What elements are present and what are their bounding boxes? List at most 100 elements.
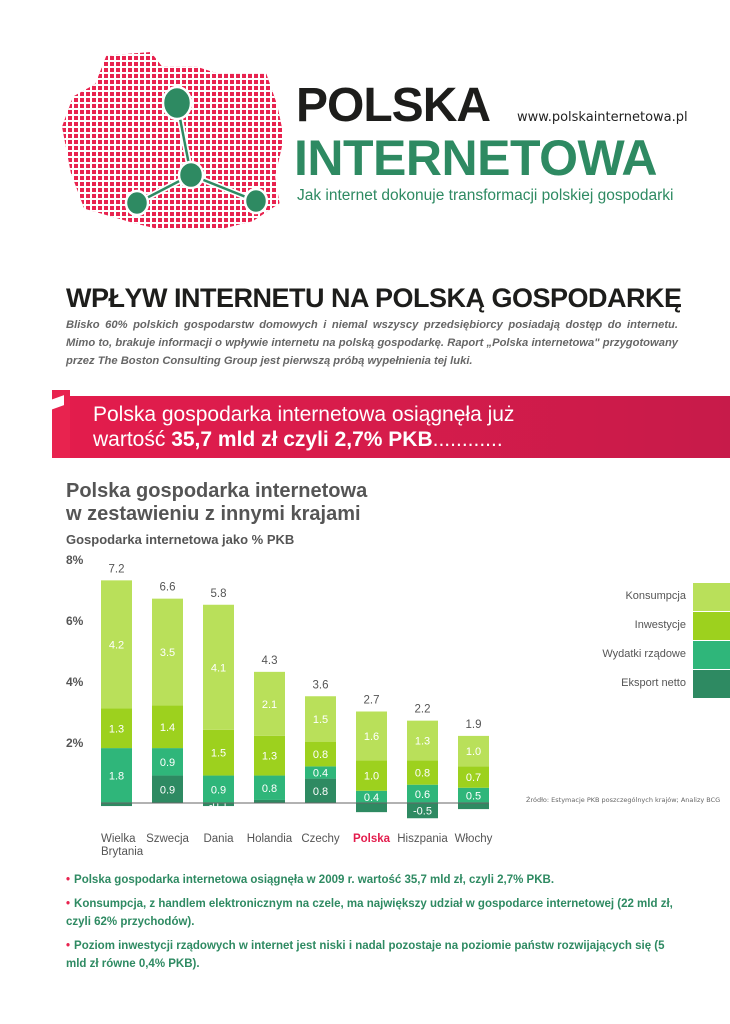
data-label: 1.5 <box>313 714 328 726</box>
banner-line-2: wartość 35,7 mld zł czyli 2,7% PKB......… <box>93 427 514 452</box>
y-tick-label: 8% <box>66 553 84 567</box>
data-label: 2.1 <box>262 699 277 711</box>
data-label: 0.8 <box>415 768 430 780</box>
data-label: 3.5 <box>160 647 175 659</box>
bar-segment-inwestycje <box>101 708 132 749</box>
data-label: 0.9 <box>211 784 226 796</box>
bar-segment-inwestycje <box>305 742 336 767</box>
bullet-item: • Poziom inwestycji rządowych w internet … <box>66 937 686 973</box>
data-label: 0.4 <box>364 792 379 804</box>
logo-title-polska: POLSKA <box>296 79 491 132</box>
bar-segment-wydatki-rządowe <box>305 766 336 779</box>
y-tick-label: 2% <box>66 736 84 750</box>
bar-segment-wydatki-rządowe <box>152 748 183 776</box>
logo-title-internetowa: INTERNETOWA <box>294 130 658 186</box>
x-tick-label: Brytania <box>101 846 144 858</box>
data-label: 0.8 <box>313 786 328 798</box>
bar-segment-inwestycje <box>254 735 285 776</box>
bullet-text: Konsumpcja, z handlem elektronicznym na … <box>66 898 673 928</box>
bullet-item: • Polska gospodarka internetowa osiągnęła… <box>66 871 686 889</box>
highlight-banner <box>64 396 730 458</box>
data-label: 1.0 <box>364 771 379 783</box>
bar-segment-eksport-netto <box>203 803 234 807</box>
x-tick-label: Szwecja <box>146 833 189 845</box>
bar-segment-konsumpcja <box>203 604 234 730</box>
legend-label: Konsumpcja <box>625 590 686 602</box>
data-label: 1.3 <box>262 751 277 763</box>
total-label: 2.2 <box>415 704 431 716</box>
bar-segment-eksport-netto <box>101 803 132 807</box>
bullet-dot-icon: • <box>66 874 71 886</box>
x-tick-label: Wielka <box>101 833 136 845</box>
data-label: 1.4 <box>160 722 175 734</box>
data-label: 1.0 <box>466 746 481 758</box>
banner-line-2-dots: ............ <box>432 428 503 451</box>
total-label: 1.9 <box>466 719 482 731</box>
x-tick-label: Polska <box>353 833 391 845</box>
bar-segment-eksport-netto <box>152 775 183 803</box>
data-label: 1.8 <box>109 771 124 783</box>
website-url[interactable]: www.polskainternetowa.pl <box>517 110 688 125</box>
data-label: 4.1 <box>211 662 226 674</box>
legend-swatch <box>693 583 730 611</box>
banner-line-2-bold: 35,7 mld zł czyli 2,7% PKB <box>171 428 433 451</box>
total-label: 3.6 <box>313 679 329 691</box>
bar-segment-inwestycje <box>152 705 183 749</box>
data-label: 0.4 <box>313 768 328 780</box>
data-label: 0.7 <box>466 772 481 784</box>
y-tick-label: 4% <box>66 675 84 689</box>
data-label: 0.5 <box>466 790 481 802</box>
total-label: 2.7 <box>364 695 380 707</box>
bar-segment-eksport-netto <box>254 799 285 803</box>
data-label: 4.2 <box>109 639 124 651</box>
total-label: 4.3 <box>262 655 278 667</box>
intro-paragraph: Blisko 60% polskich gospodarstw domowych… <box>66 319 678 367</box>
bar-segment-konsumpcja <box>407 720 438 761</box>
bar-segment-konsumpcja <box>254 671 285 736</box>
total-label: 6.6 <box>160 582 176 594</box>
x-tick-label: Czechy <box>301 833 340 845</box>
data-label: 1.6 <box>364 731 379 743</box>
chart-title-line-2: w zestawieniu z innymi krajami <box>66 503 361 525</box>
bar-segment-konsumpcja <box>152 598 183 706</box>
bar-segment-wydatki-rządowe <box>407 784 438 803</box>
page-title: WPŁYW INTERNETU NA POLSKĄ GOSPODARKĘ <box>66 283 682 313</box>
data-label: 1.3 <box>415 735 430 747</box>
bar-segment-eksport-netto <box>305 778 336 803</box>
bullet-item: • Konsumpcja, z handlem elektronicznym na… <box>66 895 686 931</box>
bar-segment-konsumpcja <box>458 735 489 767</box>
bullet-dot-icon: • <box>66 940 71 952</box>
x-tick-label: Holandia <box>247 833 293 845</box>
bar-segment-wydatki-rządowe <box>254 775 285 800</box>
total-label: 5.8 <box>211 588 227 600</box>
legend-swatch <box>693 670 730 698</box>
banner-line-1: Polska gospodarka internetowa osiągnęła … <box>93 403 515 426</box>
x-tick-label: Dania <box>203 833 234 845</box>
bar-segment-inwestycje <box>356 760 387 791</box>
data-label: 0.9 <box>160 757 175 769</box>
x-tick-label: Hiszpania <box>397 833 448 845</box>
chart-title: Polska gospodarka internetowa w zestawien… <box>66 480 367 526</box>
data-label: 0.8 <box>313 749 328 761</box>
bar-segment-wydatki-rządowe <box>458 787 489 803</box>
bar-segment-konsumpcja <box>101 580 132 709</box>
bar-segment-wydatki-rządowe <box>101 748 132 803</box>
bar-segment-inwestycje <box>203 729 234 776</box>
banner-line-2-pre: wartość <box>93 428 172 451</box>
bullet-text: Polska gospodarka internetowa osiągnęła … <box>74 874 555 886</box>
legend-swatch <box>693 612 730 640</box>
banner-text: Polska gospodarka internetowa osiągnęła … <box>93 402 514 452</box>
bar-segment-inwestycje <box>407 760 438 785</box>
data-label: 0.9 <box>160 784 175 796</box>
bar-segment-konsumpcja <box>356 711 387 761</box>
poland-dot-map-logo <box>62 52 284 230</box>
data-label: 0.8 <box>262 783 277 795</box>
bar-segment-konsumpcja <box>305 696 336 742</box>
data-label: 1.3 <box>109 723 124 735</box>
data-label: 1.5 <box>211 748 226 760</box>
chart-title-line-1: Polska gospodarka internetowa <box>66 480 368 502</box>
legend-label: Eksport netto <box>621 677 686 689</box>
bullet-text: Poziom inwestycji rządowych w internet j… <box>66 940 665 970</box>
chart-source: Źródło: Estymacje PKB poszczególnych kra… <box>526 796 721 804</box>
